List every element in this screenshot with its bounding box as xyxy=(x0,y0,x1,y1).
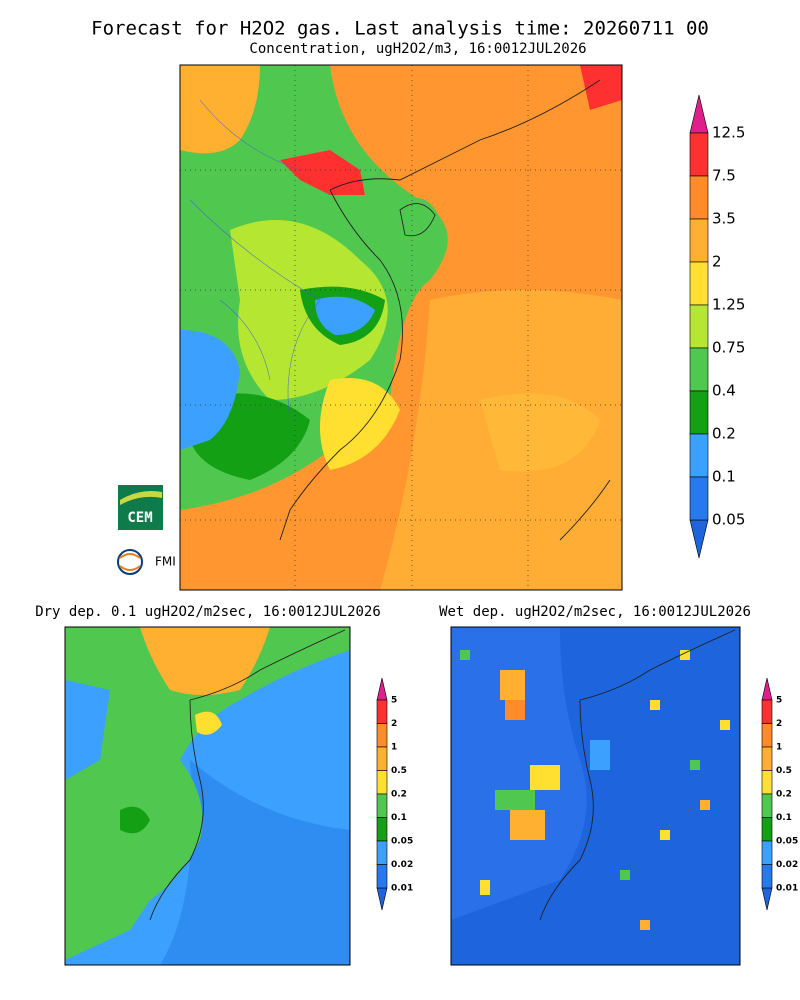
colorbar-segment xyxy=(761,840,773,865)
map-frame xyxy=(450,626,741,966)
colorbar-label: 0.01 xyxy=(776,884,798,894)
colorbar-segment xyxy=(761,770,773,795)
colorbar-segment xyxy=(376,864,388,889)
colorbar-segment xyxy=(761,723,773,748)
colorbar-label: 5 xyxy=(776,696,782,706)
colorbar-segment xyxy=(689,218,709,263)
colorbar-label: 0.02 xyxy=(776,860,798,870)
colorbar-segment xyxy=(761,746,773,771)
colorbar-label: 5 xyxy=(391,696,397,706)
colorbar-label: 0.2 xyxy=(776,790,792,800)
map-frame xyxy=(64,626,351,966)
colorbar-segment xyxy=(689,347,709,392)
colorbar-label: 1 xyxy=(391,743,397,753)
colorbar-segment xyxy=(761,699,773,724)
map-frame xyxy=(179,64,623,591)
colorbar-label: 2 xyxy=(391,719,397,729)
colorbar-label: 0.4 xyxy=(712,382,736,400)
title: Forecast for H2O2 gas. Last analysis tim… xyxy=(91,18,709,40)
fmi-logo: FMI xyxy=(117,549,176,575)
colorbar-label: 0.1 xyxy=(776,813,792,823)
colorbar-label: 0.05 xyxy=(776,837,798,847)
colorbar-label: 0.02 xyxy=(391,860,413,870)
colorbar-segment xyxy=(376,770,388,795)
colorbar-label: 0.2 xyxy=(391,790,407,800)
colorbar-label: 3.5 xyxy=(712,210,736,228)
panel-title: Dry dep. 0.1 ugH2O2/m2sec, 16:0012JUL202… xyxy=(35,604,381,620)
colorbar-segment xyxy=(689,304,709,349)
colorbar-label: 2 xyxy=(712,253,722,271)
colorbar-label: 2 xyxy=(776,719,782,729)
colorbar-segment xyxy=(761,793,773,818)
colorbar-segment xyxy=(376,746,388,771)
cem-logo: CEM xyxy=(118,485,163,530)
colorbar-top xyxy=(376,677,388,701)
main-map xyxy=(180,65,622,590)
colorbar-segment xyxy=(689,476,709,521)
colorbar-segment xyxy=(376,723,388,748)
colorbar-segment xyxy=(761,817,773,842)
colorbar-segment xyxy=(376,699,388,724)
colorbar-bottom xyxy=(761,887,773,911)
wet-map xyxy=(451,627,740,965)
colorbar-label: 1.25 xyxy=(712,296,745,314)
colorbar-top xyxy=(689,94,709,134)
cem-text: CEM xyxy=(127,510,152,526)
colorbar-label: 12.5 xyxy=(712,124,745,142)
colorbar-label: 0.5 xyxy=(391,766,407,776)
colorbar-label: 0.5 xyxy=(776,766,792,776)
colorbar-segment xyxy=(376,817,388,842)
colorbar-label: 0.1 xyxy=(391,813,407,823)
colorbar-segment xyxy=(689,390,709,435)
subtitle: Concentration, ugH2O2/m3, 16:0012JUL2026 xyxy=(249,41,586,57)
colorbar-label: 1 xyxy=(776,743,782,753)
fmi-text: FMI xyxy=(155,555,176,569)
colorbar-top xyxy=(761,677,773,701)
colorbar-segment xyxy=(761,864,773,889)
colorbar-label: 0.05 xyxy=(391,837,413,847)
colorbar-segment xyxy=(689,175,709,220)
panel-title: Wet dep. ugH2O2/m2sec, 16:0012JUL2026 xyxy=(439,604,751,620)
colorbar-label: 7.5 xyxy=(712,167,736,185)
colorbar-bottom xyxy=(376,887,388,911)
colorbar-segment xyxy=(689,433,709,478)
colorbar-bottom xyxy=(689,519,709,559)
colorbar-label: 0.05 xyxy=(712,511,745,529)
colorbar-label: 0.75 xyxy=(712,339,745,357)
colorbar-label: 0.1 xyxy=(712,468,736,486)
dry-map xyxy=(65,627,350,965)
colorbar-segment xyxy=(689,261,709,306)
colorbar-segment xyxy=(689,132,709,177)
colorbar-segment xyxy=(376,840,388,865)
colorbar-label: 0.2 xyxy=(712,425,736,443)
colorbar-label: 0.01 xyxy=(391,884,413,894)
colorbar-segment xyxy=(376,793,388,818)
